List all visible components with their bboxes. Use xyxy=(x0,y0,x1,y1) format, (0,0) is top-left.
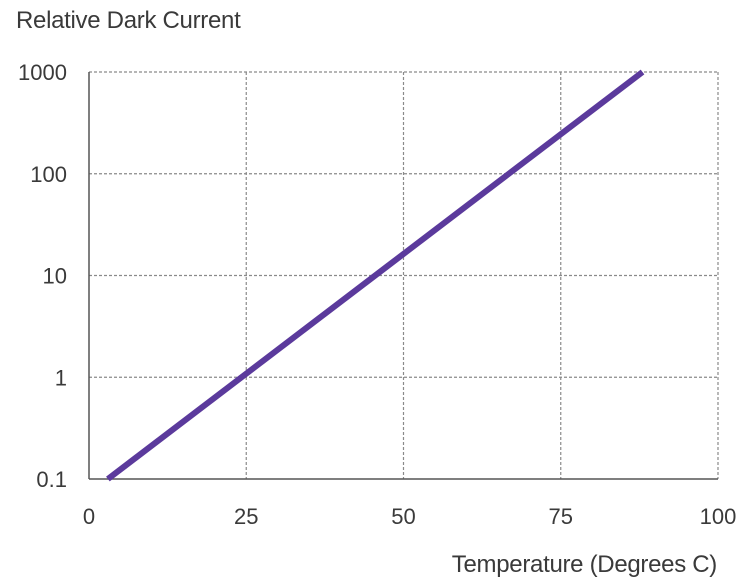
y-tick-label-1000: 1000 xyxy=(18,60,67,85)
y-tick-label-10: 10 xyxy=(43,264,67,289)
y-tick-label-100: 100 xyxy=(30,162,67,187)
x-axis-title: Temperature (Degrees C) xyxy=(452,551,717,578)
x-tick-label-0: 0 xyxy=(83,504,95,529)
x-tick-label-25: 25 xyxy=(234,504,258,529)
dark-current-line xyxy=(106,69,645,482)
x-tick-label-50: 50 xyxy=(391,504,415,529)
x-tick-label-100: 100 xyxy=(700,504,737,529)
x-tick-label-75: 75 xyxy=(549,504,573,529)
plot-area: 0.1 1 10 100 1000 0 25 50 75 100 xyxy=(18,60,736,529)
y-tick-label-1: 1 xyxy=(55,365,67,390)
y-axis-title: Relative Dark Current xyxy=(16,7,241,34)
y-tick-label-0-1: 0.1 xyxy=(36,467,67,492)
